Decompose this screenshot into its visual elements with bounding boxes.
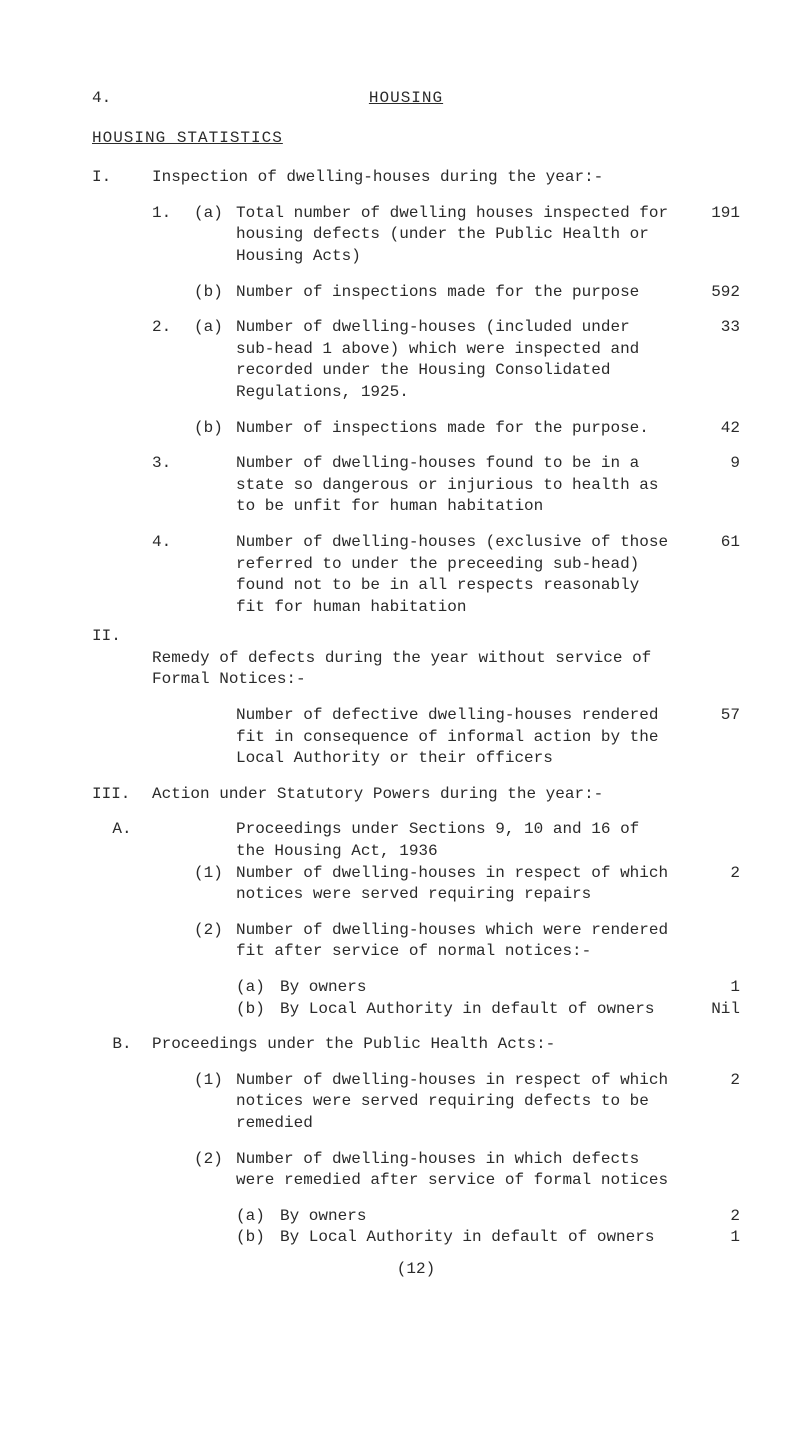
text-II: Number of defective dwelling-houses rend… xyxy=(236,705,686,770)
text-B2a: By owners xyxy=(280,1206,674,1228)
item-III-B-2-b: (b) By Local Authority in default of own… xyxy=(92,1227,740,1249)
num-A1: (1) xyxy=(194,863,236,885)
roman-II: II. xyxy=(92,626,152,648)
item-I-3: 3. Number of dwelling-houses found to be… xyxy=(92,453,740,518)
title-text: HOUSING xyxy=(369,89,443,107)
text-3: Number of dwelling-houses found to be in… xyxy=(236,453,686,518)
section-II-heading: II. xyxy=(92,626,740,648)
item-III-A-2-a: (a) By owners 1 xyxy=(92,977,740,999)
item-III-B-2-a: (a) By owners 2 xyxy=(92,1206,740,1228)
page-number: 4. xyxy=(92,88,126,110)
letter-B2a: (a) xyxy=(236,1206,280,1228)
text-2b: Number of inspections made for the purpo… xyxy=(236,418,686,440)
text-A-intro: Proceedings under Sections 9, 10 and 16 … xyxy=(236,819,686,862)
title-row: 4. HOUSING xyxy=(92,88,740,110)
section-I-heading: I. Inspection of dwelling-houses during … xyxy=(92,167,740,189)
num-3: 3. xyxy=(152,453,194,475)
subtitle-text: HOUSING STATISTICS xyxy=(92,129,283,147)
value-1a: 191 xyxy=(686,203,740,225)
text-A2: Number of dwelling-houses which were ren… xyxy=(236,920,686,963)
item-II-para: Number of defective dwelling-houses rend… xyxy=(92,705,740,770)
letter-A2b: (b) xyxy=(236,999,280,1021)
value-II: 57 xyxy=(686,705,740,727)
num-2: 2. xyxy=(152,317,194,339)
item-III-A-1: (1) Number of dwelling-houses in respect… xyxy=(92,863,740,906)
item-I-2-b: (b) Number of inspections made for the p… xyxy=(92,418,740,440)
value-B2a: 2 xyxy=(686,1206,740,1228)
item-I-1-a: 1. (a) Total number of dwelling houses i… xyxy=(92,203,740,268)
section-III-heading: III. Action under Statutory Powers durin… xyxy=(92,784,740,806)
section-II-heading-text: Remedy of defects during the year withou… xyxy=(92,648,740,691)
value-A2b: Nil xyxy=(686,999,740,1021)
value-2b: 42 xyxy=(686,418,740,440)
value-2a: 33 xyxy=(686,317,740,339)
document-page: 4. HOUSING HOUSING STATISTICS I. Inspect… xyxy=(0,0,800,1447)
text-4: Number of dwelling-houses (exclusive of … xyxy=(236,532,686,618)
letter-2a: (a) xyxy=(194,317,236,339)
item-III-A-intro: A. Proceedings under Sections 9, 10 and … xyxy=(92,819,740,862)
text-A2b: By Local Authority in default of owners xyxy=(280,999,674,1021)
roman-III: III. xyxy=(92,784,152,806)
item-III-A-2: (2) Number of dwelling-houses which were… xyxy=(92,920,740,963)
text-1b: Number of inspections made for the purpo… xyxy=(236,282,686,304)
num-1: 1. xyxy=(152,203,194,225)
item-I-1-b: (b) Number of inspections made for the p… xyxy=(92,282,740,304)
footer-page-number: (12) xyxy=(92,1259,740,1281)
item-III-B-1: (1) Number of dwelling-houses in respect… xyxy=(92,1070,740,1135)
text-1a: Total number of dwelling houses inspecte… xyxy=(236,203,686,268)
value-1b: 592 xyxy=(686,282,740,304)
item-I-2-a: 2. (a) Number of dwelling-houses (includ… xyxy=(92,317,740,403)
text-B-intro: Proceedings under the Public Health Acts… xyxy=(152,1034,686,1056)
title-center: HOUSING xyxy=(126,88,686,110)
letter-1b: (b) xyxy=(194,282,236,304)
text-B1: Number of dwelling-houses in respect of … xyxy=(236,1070,686,1135)
letter-1a: (a) xyxy=(194,203,236,225)
heading-I: Inspection of dwelling-houses during the… xyxy=(152,167,686,189)
num-B1: (1) xyxy=(194,1070,236,1092)
text-B2: Number of dwelling-houses in which defec… xyxy=(236,1149,686,1192)
heading-II: Remedy of defects during the year withou… xyxy=(152,648,686,691)
text-A1: Number of dwelling-houses in respect of … xyxy=(236,863,686,906)
text-B2b: By Local Authority in default of owners xyxy=(280,1227,674,1249)
value-4: 61 xyxy=(686,532,740,554)
item-III-B-intro: B. Proceedings under the Public Health A… xyxy=(92,1034,740,1056)
text-2a: Number of dwelling-houses (included unde… xyxy=(236,317,686,403)
roman-I: I. xyxy=(92,167,152,189)
text-A2a: By owners xyxy=(280,977,674,999)
letter-A2a: (a) xyxy=(236,977,280,999)
subtitle-row: HOUSING STATISTICS xyxy=(92,128,740,150)
value-3: 9 xyxy=(686,453,740,475)
value-A2a: 1 xyxy=(686,977,740,999)
num-B2: (2) xyxy=(194,1149,236,1171)
label-A: A. xyxy=(92,819,152,841)
item-I-4: 4. Number of dwelling-houses (exclusive … xyxy=(92,532,740,618)
letter-B2b: (b) xyxy=(236,1227,280,1249)
num-4: 4. xyxy=(152,532,194,554)
value-B2b: 1 xyxy=(686,1227,740,1249)
heading-III: Action under Statutory Powers during the… xyxy=(152,784,686,806)
label-B: B. xyxy=(92,1034,152,1056)
num-A2: (2) xyxy=(194,920,236,942)
value-B1: 2 xyxy=(686,1070,740,1092)
letter-2b: (b) xyxy=(194,418,236,440)
item-III-A-2-b: (b) By Local Authority in default of own… xyxy=(92,999,740,1021)
item-III-B-2: (2) Number of dwelling-houses in which d… xyxy=(92,1149,740,1192)
value-A1: 2 xyxy=(686,863,740,885)
